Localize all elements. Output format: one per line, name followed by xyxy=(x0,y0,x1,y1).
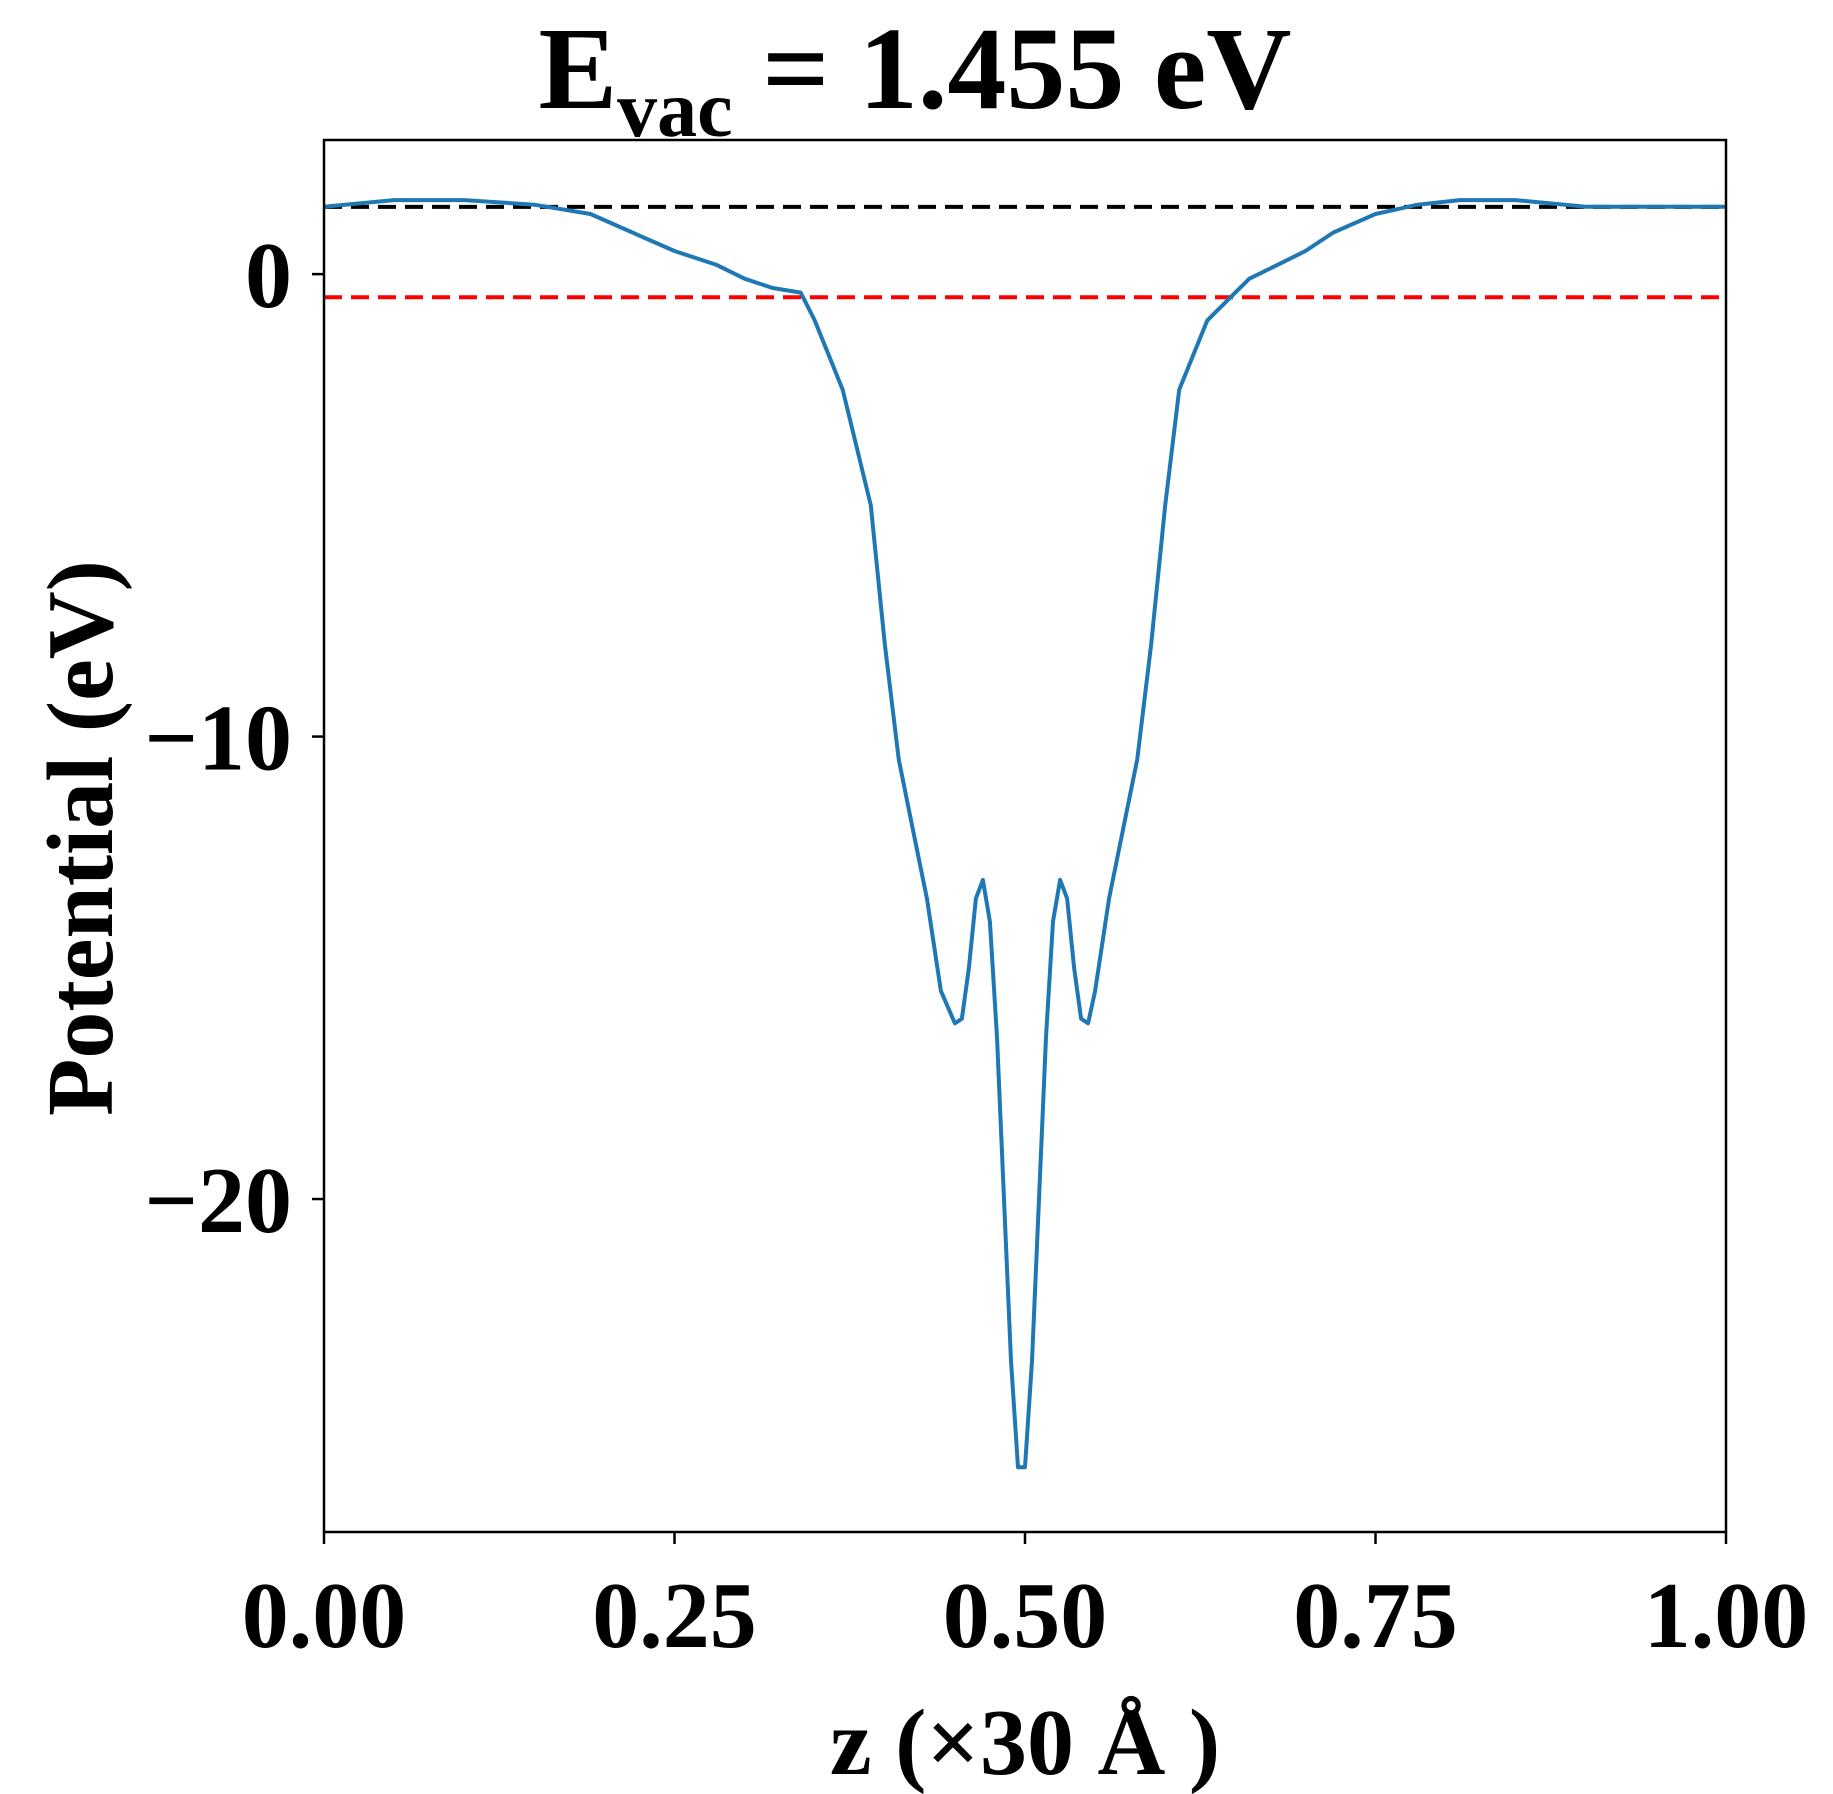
x-axis-label: z (×30 Å ) xyxy=(830,1691,1220,1794)
x-tick-label: 0.25 xyxy=(592,1564,757,1668)
plot-area: 0.00 0.25 0.50 0.75 1.00 0 −10 −20 xyxy=(144,138,1809,1668)
chart-title-rest: = 1.455 eV xyxy=(733,3,1292,134)
x-tick-label: 0.50 xyxy=(943,1564,1108,1668)
y-tick-label: 0 xyxy=(245,224,292,328)
chart-title-main: E xyxy=(538,3,617,134)
plot-frame xyxy=(322,138,1728,1534)
series-line-0 xyxy=(323,198,1726,1470)
x-tick-label: 1.00 xyxy=(1644,1564,1809,1668)
y-tick-label: −10 xyxy=(144,687,292,791)
x-tick-label: 0.00 xyxy=(242,1564,407,1668)
x-tick-label: 0.75 xyxy=(1293,1564,1458,1668)
chart-title: Evac = 1.455 eV xyxy=(538,3,1291,154)
y-axis-label: Potential (eV) xyxy=(29,560,133,1116)
y-tick-label: −20 xyxy=(144,1149,292,1253)
